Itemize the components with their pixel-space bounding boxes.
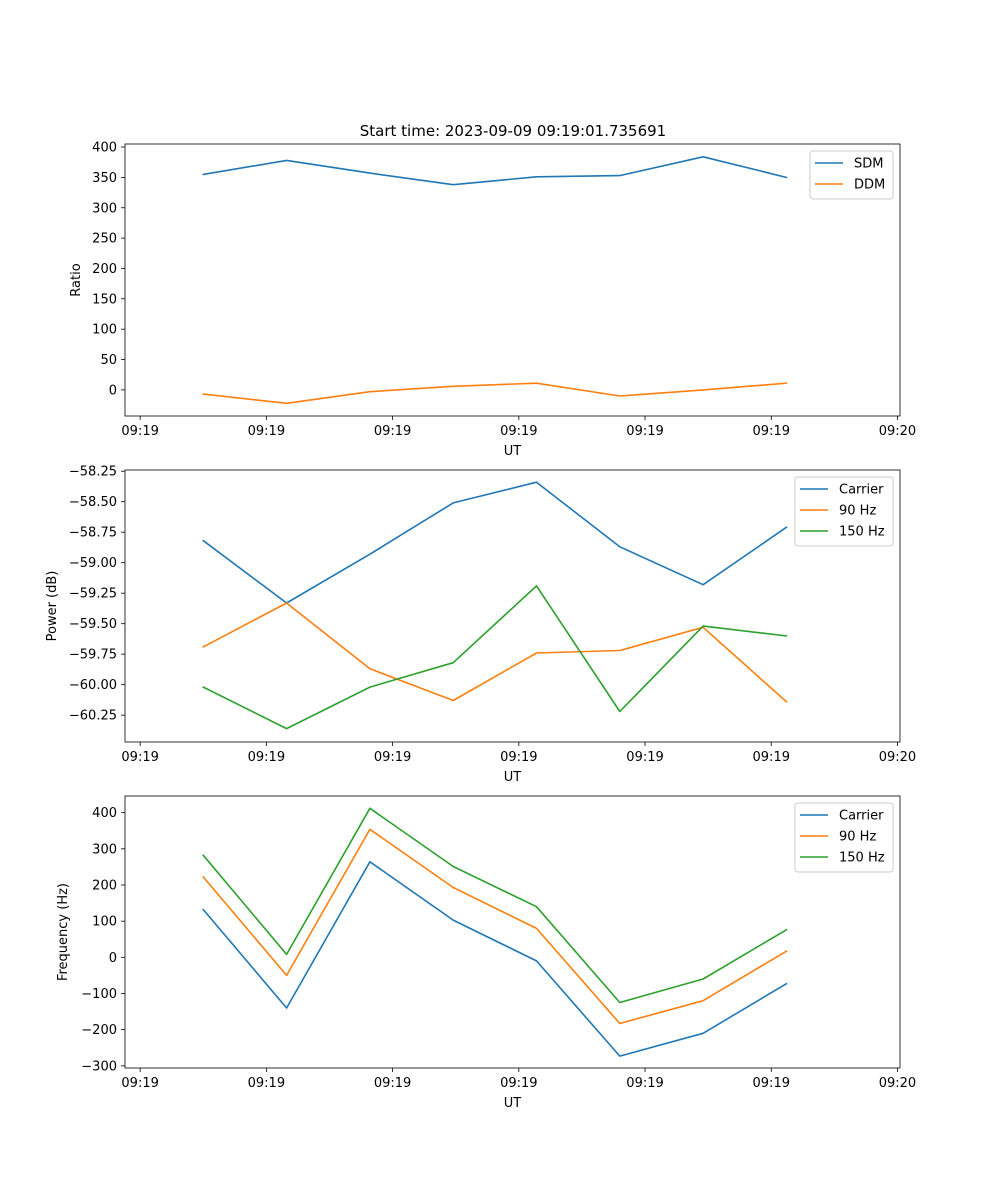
chart1-xtick-label-6: 09:20 (879, 424, 916, 439)
chart2-ytick-label-0: −60.25 (69, 709, 117, 724)
chart3-axes-frame (124, 795, 901, 1069)
chart1-ytick-label-5: 250 (92, 232, 117, 247)
chart2-legend-box (794, 476, 894, 547)
chart3-series-carrier-line (202, 860, 788, 1057)
chart1-xtick-label-5: 09:19 (753, 424, 790, 439)
chart2-xtick-label-0: 09:19 (121, 750, 158, 765)
chart2-ytick-label-5: −59.00 (69, 556, 117, 571)
chart2-xtick-label-2: 09:19 (374, 750, 411, 765)
chart3-ytick-label-4: 100 (92, 915, 117, 930)
chart3-panel: 09:19 09:19 09:19 09:19 09:19 09:19 09:20 −300 −… (56, 795, 916, 1111)
panels: 09:19 09:19 09:19 09:19 09:19 09:19 09:20 0 50 10… (45, 141, 916, 1111)
chart2-ytick-label-7: −58.50 (69, 495, 117, 510)
chart3-ytick-label-1: −200 (81, 1023, 117, 1038)
chart2-ytick-label-3: −59.50 (69, 617, 117, 632)
chart2-ytick-label-8: −58.25 (69, 465, 117, 480)
chart2-xtick-label-6: 09:20 (879, 750, 916, 765)
chart1-xtick-label-4: 09:19 (626, 424, 663, 439)
chart3-legend-label-carrier: Carrier (839, 809, 884, 824)
chart1-xtick-label-3: 09:19 (500, 424, 537, 439)
chart1-xtick-label-0: 09:19 (121, 424, 158, 439)
chart3-ytick-label-7: 400 (92, 806, 117, 821)
chart1-ytick-label-7: 350 (92, 171, 117, 186)
chart2-legend-label-carrier: Carrier (839, 483, 884, 498)
chart3-ytick-label-5: 200 (92, 878, 117, 893)
chart3-xtick-label-6: 09:20 (879, 1076, 916, 1091)
chart1-panel: 09:19 09:19 09:19 09:19 09:19 09:19 09:20 0 50 10… (69, 141, 916, 459)
chart2-legend: Carrier 90 Hz 150 Hz (794, 476, 894, 547)
chart3-legend-label-90-hz: 90 Hz (839, 830, 876, 845)
chart-title: Start time: 2023-09-09 09:19:01.735691 (360, 122, 666, 140)
chart1-ytick-label-8: 400 (92, 141, 117, 156)
chart1-ytick-label-0: 0 (109, 383, 117, 398)
chart1-axes-frame (124, 143, 901, 417)
chart2-ytick-label-1: −60.00 (69, 678, 117, 693)
chart2-xtick-label-5: 09:19 (753, 750, 790, 765)
chart3-ytick-label-0: −300 (81, 1059, 117, 1074)
chart3-ylabel: Frequency (Hz) (56, 883, 71, 981)
chart1-legend: SDM DDM (809, 150, 894, 200)
chart2-legend-label-90-hz: 90 Hz (839, 504, 876, 519)
chart3-legend: Carrier 90 Hz 150 Hz (794, 802, 894, 873)
chart3-xlabel: UT (504, 1096, 522, 1111)
chart3-xtick-label-3: 09:19 (500, 1076, 537, 1091)
chart3-ytick-label-6: 300 (92, 842, 117, 857)
chart2-axes-frame (124, 469, 901, 743)
chart3-series-90-hz-line (202, 828, 788, 1025)
chart3-series-150-hz-line (202, 807, 788, 1004)
chart3-xtick-label-4: 09:19 (626, 1076, 663, 1091)
chart2-series-150-hz-line (202, 585, 788, 730)
chart3-ytick-label-2: −100 (81, 987, 117, 1002)
chart1-ytick-label-1: 50 (100, 353, 117, 368)
chart2-ytick-label-2: −59.75 (69, 648, 117, 663)
chart1-legend-label-ddm: DDM (854, 178, 885, 193)
chart1-xtick-label-1: 09:19 (248, 424, 285, 439)
chart1-xtick-label-2: 09:19 (374, 424, 411, 439)
chart2-legend-label-150-hz: 150 Hz (839, 525, 885, 540)
chart1-series-ddm-line (202, 382, 788, 405)
chart3-xtick-label-0: 09:19 (121, 1076, 158, 1091)
chart1-ytick-label-2: 100 (92, 323, 117, 338)
chart2-xtick-label-4: 09:19 (626, 750, 663, 765)
chart2-ylabel: Power (dB) (45, 571, 60, 642)
chart2-ytick-label-4: −59.25 (69, 587, 117, 602)
chart2-xtick-label-1: 09:19 (248, 750, 285, 765)
chart1-ytick-label-3: 150 (92, 292, 117, 307)
chart3-legend-box (794, 802, 894, 873)
chart1-ytick-label-4: 200 (92, 262, 117, 277)
chart3-ytick-label-3: 0 (109, 951, 117, 966)
chart2-series-carrier-line (202, 481, 788, 604)
chart3-xtick-label-5: 09:19 (753, 1076, 790, 1091)
chart2-xlabel: UT (504, 770, 522, 785)
chart3-legend-label-150-hz: 150 Hz (839, 851, 885, 866)
chart2-xtick-label-3: 09:19 (500, 750, 537, 765)
chart1-ylabel: Ratio (69, 263, 84, 296)
chart2-ytick-label-6: −58.75 (69, 526, 117, 541)
chart1-series-sdm-line (202, 156, 788, 186)
chart1-xlabel: UT (504, 444, 522, 459)
chart3-xtick-label-1: 09:19 (248, 1076, 285, 1091)
chart1-legend-label-sdm: SDM (854, 157, 883, 172)
chart2-panel: 09:19 09:19 09:19 09:19 09:19 09:19 09:20 −60.2… (45, 465, 916, 785)
chart2-series-90-hz-line (202, 602, 788, 703)
chart3-xtick-label-2: 09:19 (374, 1076, 411, 1091)
chart1-ytick-label-6: 300 (92, 201, 117, 216)
